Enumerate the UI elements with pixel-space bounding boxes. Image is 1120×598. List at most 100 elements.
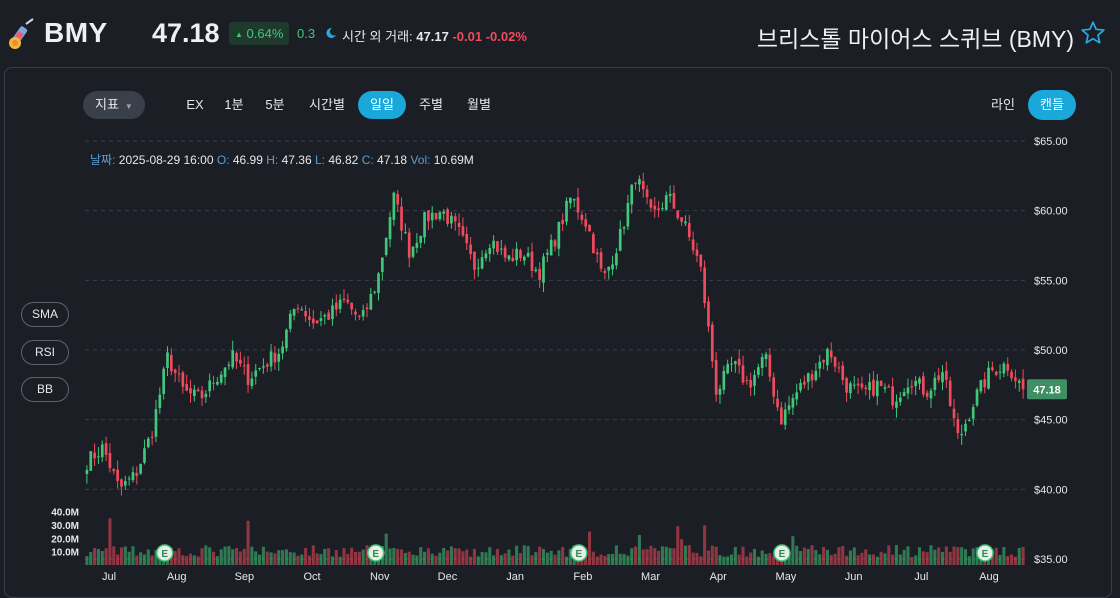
volume-bar: [595, 556, 599, 565]
rsi-button[interactable]: RSI: [21, 340, 69, 365]
candle-body: [868, 382, 871, 391]
candle-body: [235, 352, 238, 362]
volume-bar: [729, 554, 734, 565]
volume-bar: [522, 545, 526, 565]
candle-body: [561, 219, 565, 224]
last-price-tag: [1027, 379, 1067, 400]
quote-header: BMY 47.18 ▲ 0.64% 0.3 시간 외 거래: 47.17 -0.…: [0, 0, 1120, 66]
candle-body: [361, 309, 365, 317]
style-tab-candle[interactable]: 캔들: [1028, 90, 1076, 120]
candle-body: [818, 361, 822, 369]
candle-body: [357, 315, 361, 317]
earnings-marker[interactable]: [367, 544, 385, 562]
volume-bar: [350, 547, 354, 565]
sma-button[interactable]: SMA: [21, 302, 69, 327]
candle-body: [611, 264, 614, 270]
volume-bar: [327, 548, 331, 565]
candle-body: [664, 195, 668, 210]
volume-bar: [733, 546, 737, 565]
candle-body: [415, 242, 419, 248]
volume-bar: [388, 548, 392, 565]
candle-body: [749, 379, 753, 388]
volume-bar: [564, 556, 569, 565]
earnings-marker[interactable]: [773, 544, 791, 562]
volume-bar: [112, 546, 116, 565]
candle-body: [334, 302, 338, 310]
candle-body: [641, 181, 645, 190]
candle-body: [522, 256, 526, 261]
volume-bar: [196, 556, 200, 565]
volume-bar: [292, 552, 296, 565]
volume-bar: [231, 549, 235, 565]
range-tab-weekly[interactable]: 주별: [419, 97, 443, 112]
range-tab-monthly[interactable]: 월별: [467, 97, 491, 112]
earnings-marker[interactable]: [976, 544, 994, 562]
candle-body: [553, 240, 557, 247]
volume-bar: [591, 551, 595, 565]
volume-bar: [768, 553, 772, 565]
candle-body: [1006, 364, 1010, 371]
candle-body: [872, 379, 875, 396]
volume-bar: [561, 546, 565, 565]
volume-bar: [960, 547, 964, 565]
candle-body: [672, 193, 676, 209]
month-label: Dec: [438, 571, 458, 583]
candle-body: [971, 407, 975, 419]
volume-bar: [660, 546, 664, 565]
candle-body: [315, 320, 319, 324]
bb-button[interactable]: BB: [21, 377, 69, 402]
range-tab-daily[interactable]: 일일: [358, 91, 406, 119]
volume-bar: [461, 551, 465, 565]
month-label: Oct: [304, 571, 321, 583]
volume-bar: [208, 547, 212, 565]
candle-body: [262, 366, 265, 368]
candle-body: [722, 370, 726, 390]
candle-body: [595, 252, 599, 255]
volume-bar: [135, 555, 139, 565]
chart-panel: [4, 67, 1112, 598]
candle-body: [998, 371, 1002, 373]
volume-bar: [480, 552, 484, 565]
range-tab-ex[interactable]: EX: [186, 97, 204, 112]
volume-bar: [449, 546, 453, 565]
volume-bar: [956, 547, 960, 565]
candle-body: [177, 373, 181, 375]
volume-bar: [963, 549, 968, 565]
watchlist-star-icon[interactable]: [1080, 20, 1106, 46]
candle-body: [737, 358, 741, 366]
volume-bar: [833, 553, 837, 565]
volume-bar: [100, 551, 104, 565]
month-label: Jul: [102, 571, 116, 583]
candle-body: [795, 392, 799, 400]
candle-body: [365, 307, 369, 310]
y-tick-label: $50.00: [1034, 345, 1068, 357]
y-tick-label: $40.00: [1034, 484, 1068, 496]
range-tab-1min[interactable]: 1분: [224, 97, 244, 112]
volume-bar: [269, 552, 273, 565]
earnings-marker[interactable]: [155, 544, 174, 562]
volume-bar: [898, 554, 902, 565]
volume-bar: [726, 556, 730, 565]
candle-body: [542, 256, 545, 283]
range-tab-5min[interactable]: 5분: [265, 97, 285, 112]
style-tab-line[interactable]: 라인: [991, 97, 1015, 112]
candle-body: [695, 249, 699, 256]
volume-bar: [614, 545, 618, 565]
volume-bar: [622, 554, 626, 565]
candle-body: [783, 409, 787, 425]
volume-bar: [296, 555, 300, 565]
range-tab-hourly[interactable]: 시간별: [309, 97, 345, 112]
candle-body: [377, 273, 380, 293]
candle-body: [657, 208, 660, 211]
volume-bar: [795, 545, 799, 565]
indicator-dropdown[interactable]: 지표 ▼: [83, 91, 145, 119]
y-tick-label: $45.00: [1034, 415, 1068, 427]
volume-bar: [392, 548, 396, 565]
volume-bar: [557, 550, 561, 565]
volume-bar: [277, 550, 281, 565]
volume-bar: [940, 551, 945, 565]
earnings-marker[interactable]: [570, 544, 588, 562]
volume-bar: [887, 545, 891, 565]
volume-bar: [142, 554, 147, 565]
